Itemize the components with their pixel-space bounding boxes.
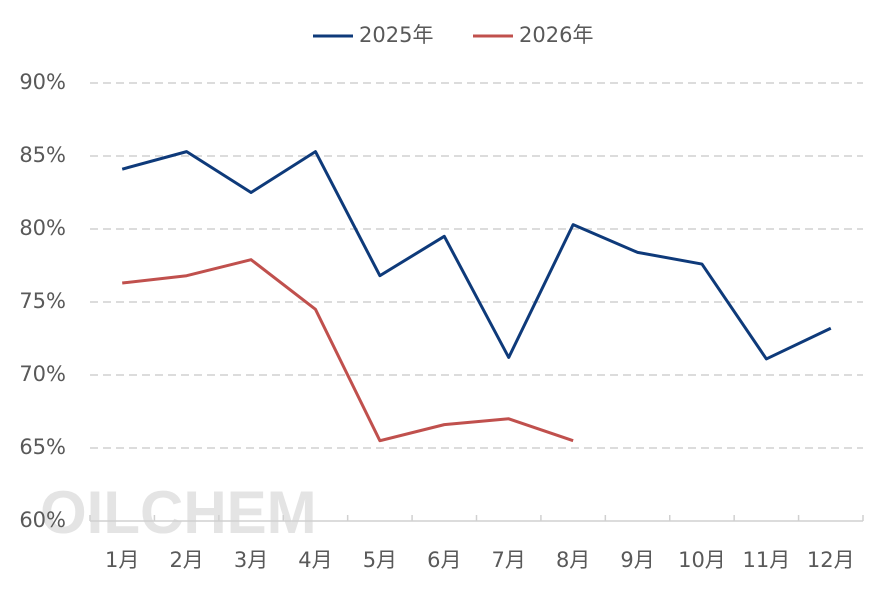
y-tick-label: 85% <box>19 143 66 167</box>
legend-label: 2025年 <box>359 23 433 47</box>
x-tick-label: 2月 <box>169 548 203 572</box>
y-tick-label: 70% <box>19 362 66 386</box>
y-tick-label: 60% <box>19 508 66 532</box>
y-tick-label: 80% <box>19 216 66 240</box>
x-tick-label: 10月 <box>678 548 726 572</box>
x-tick-label: 8月 <box>556 548 590 572</box>
x-tick-label: 11月 <box>743 548 791 572</box>
x-tick-label: 5月 <box>363 548 397 572</box>
x-tick-label: 1月 <box>105 548 139 572</box>
x-tick-label: 4月 <box>298 548 332 572</box>
legend-label: 2026年 <box>519 23 593 47</box>
series-line <box>122 258 574 443</box>
x-tick-label: 7月 <box>492 548 526 572</box>
x-tick-label: 6月 <box>427 548 461 572</box>
x-tick-label: 12月 <box>807 548 855 572</box>
y-tick-label: 75% <box>19 289 66 313</box>
series-line <box>121 150 832 361</box>
x-tick-label: 9月 <box>620 548 654 572</box>
y-tick-label: 65% <box>19 435 66 459</box>
x-tick-label: 3月 <box>234 548 268 572</box>
watermark: OILCHEM <box>40 479 317 546</box>
y-tick-label: 90% <box>19 70 66 94</box>
